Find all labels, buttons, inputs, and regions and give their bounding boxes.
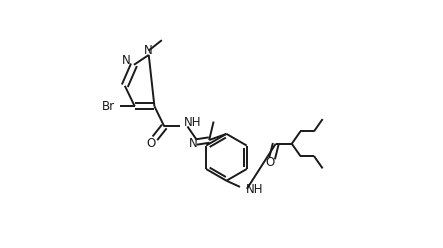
Text: NH: NH (184, 116, 202, 128)
Text: O: O (265, 156, 275, 169)
Text: NH: NH (245, 183, 263, 196)
Text: N: N (144, 44, 153, 57)
Text: N: N (121, 54, 130, 67)
Text: Br: Br (102, 100, 115, 113)
Text: N: N (189, 137, 198, 150)
Text: O: O (147, 137, 156, 150)
